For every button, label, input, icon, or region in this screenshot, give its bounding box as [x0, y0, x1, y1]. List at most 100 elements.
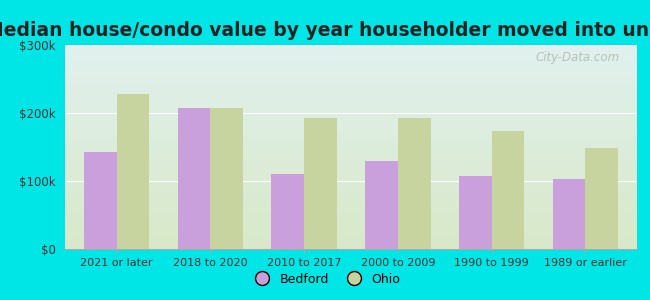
Text: City-Data.com: City-Data.com [536, 51, 620, 64]
Bar [65, 59, 637, 61]
Bar [65, 100, 637, 102]
Bar [65, 84, 637, 86]
Bar [65, 70, 637, 71]
Bar [65, 224, 637, 226]
Bar [116, 94, 150, 249]
Bar [65, 202, 637, 204]
Bar [65, 165, 637, 167]
Bar [65, 190, 637, 192]
Bar [65, 180, 637, 182]
Bar [65, 124, 637, 127]
Bar [65, 157, 637, 159]
Bar [65, 231, 637, 233]
Bar [65, 239, 637, 241]
Bar [65, 49, 637, 51]
Bar [65, 96, 637, 98]
Bar [65, 78, 637, 80]
Bar [65, 145, 637, 147]
Legend: Bedford, Ohio: Bedford, Ohio [244, 268, 406, 291]
Bar [65, 182, 637, 184]
Bar [65, 61, 637, 63]
Bar [365, 160, 398, 249]
Bar [65, 86, 637, 88]
Bar [65, 94, 637, 96]
Bar [65, 208, 637, 210]
Bar [65, 98, 637, 100]
Bar [586, 148, 618, 249]
Bar [65, 92, 637, 94]
Bar [65, 63, 637, 65]
Bar [65, 172, 637, 173]
Text: Median house/condo value by year householder moved into unit: Median house/condo value by year househo… [0, 21, 650, 40]
Bar [211, 108, 243, 249]
Bar [65, 45, 637, 47]
Bar [65, 198, 637, 200]
Bar [65, 55, 637, 57]
Bar [65, 161, 637, 163]
Bar [65, 65, 637, 68]
Bar [65, 235, 637, 237]
Bar [65, 141, 637, 143]
Bar [65, 82, 637, 84]
Bar [65, 243, 637, 245]
Bar [65, 192, 637, 194]
Bar [65, 223, 637, 224]
Bar [65, 184, 637, 186]
Bar [65, 102, 637, 104]
Bar [65, 106, 637, 108]
Bar [65, 80, 637, 82]
Bar [65, 194, 637, 196]
Bar [65, 167, 637, 169]
Bar [65, 178, 637, 180]
Bar [65, 153, 637, 155]
Bar [491, 131, 525, 249]
Bar [65, 76, 637, 78]
Bar [65, 127, 637, 129]
Bar [65, 53, 637, 55]
Bar [65, 233, 637, 235]
Bar [65, 220, 637, 223]
Bar [65, 159, 637, 161]
Bar [65, 68, 637, 70]
Bar [65, 57, 637, 59]
Bar [65, 210, 637, 212]
Bar [65, 245, 637, 247]
Bar [177, 108, 211, 249]
Bar [65, 173, 637, 175]
Bar [65, 135, 637, 137]
Bar [65, 151, 637, 153]
Bar [65, 188, 637, 190]
Bar [65, 114, 637, 116]
Bar [65, 204, 637, 206]
Bar [65, 137, 637, 139]
Bar [65, 176, 637, 178]
Bar [65, 241, 637, 243]
Bar [65, 71, 637, 74]
Bar [65, 212, 637, 214]
Bar [65, 163, 637, 165]
Bar [65, 118, 637, 121]
Bar [65, 186, 637, 188]
Bar [65, 147, 637, 149]
Bar [65, 169, 637, 172]
Bar [65, 155, 637, 157]
Bar [65, 196, 637, 198]
Bar [65, 116, 637, 119]
Bar [65, 90, 637, 92]
Bar [65, 129, 637, 131]
Bar [84, 152, 116, 249]
Bar [65, 216, 637, 218]
Bar [65, 47, 637, 49]
Bar [65, 218, 637, 220]
Bar [65, 143, 637, 145]
Bar [65, 74, 637, 76]
Bar [65, 131, 637, 133]
Bar [65, 139, 637, 141]
Bar [65, 88, 637, 90]
Bar [65, 121, 637, 122]
Bar [65, 229, 637, 231]
Bar [65, 237, 637, 239]
Bar [65, 226, 637, 229]
Bar [552, 179, 586, 249]
Bar [65, 206, 637, 208]
